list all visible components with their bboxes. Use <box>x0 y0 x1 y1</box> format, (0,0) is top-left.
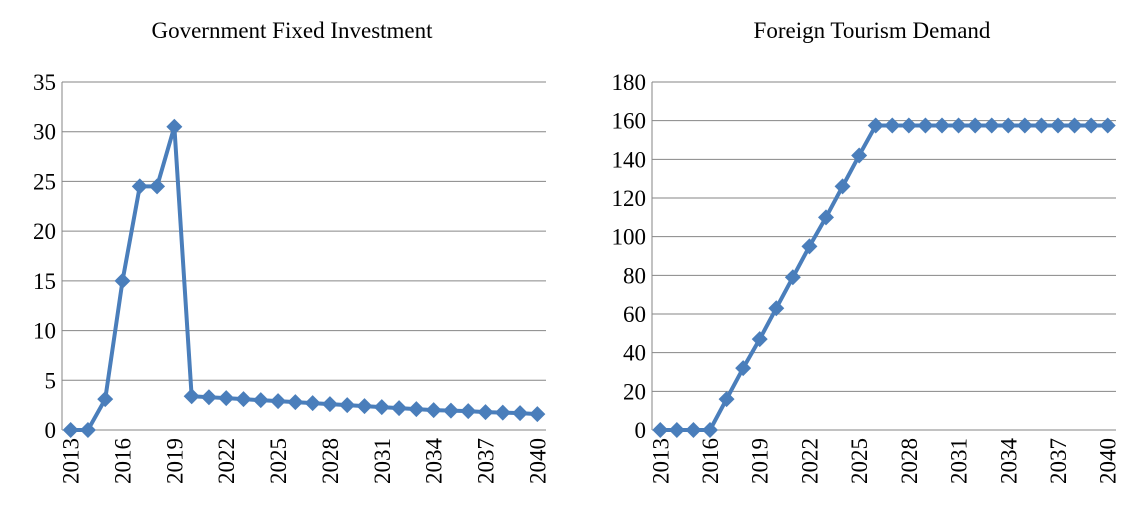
y-tick-label: 15 <box>33 269 56 294</box>
y-tick-label: 25 <box>33 169 56 194</box>
y-tick-label: 10 <box>33 319 56 344</box>
data-point <box>425 402 442 419</box>
data-point <box>79 422 96 438</box>
data-point <box>983 117 1000 134</box>
data-point <box>1083 117 1100 134</box>
data-point <box>751 331 768 348</box>
y-tick-label: 40 <box>623 341 646 366</box>
x-tick-label: 2019 <box>748 438 773 484</box>
y-tick-label: 0 <box>45 418 57 443</box>
data-point <box>768 300 785 317</box>
data-point <box>373 399 390 416</box>
data-point <box>967 117 984 134</box>
data-point <box>652 422 669 438</box>
data-point <box>718 391 735 408</box>
data-point <box>668 422 685 438</box>
data-point <box>735 360 752 377</box>
x-tick-label: 2034 <box>422 438 447 485</box>
x-tick-label: 2022 <box>214 438 239 484</box>
x-tick-label: 2034 <box>996 437 1021 484</box>
x-tick-label: 2013 <box>59 438 84 484</box>
data-point <box>235 391 252 408</box>
data-point <box>166 118 183 135</box>
data-point <box>1033 117 1050 134</box>
data-point <box>917 117 934 134</box>
data-point <box>460 403 477 420</box>
data-point <box>62 422 79 438</box>
data-point <box>270 393 287 410</box>
data-point <box>702 422 718 438</box>
x-tick-label: 2040 <box>1096 438 1121 484</box>
data-point <box>442 402 459 419</box>
x-tick-label: 2016 <box>111 438 136 484</box>
data-point <box>356 398 373 415</box>
data-point <box>97 391 114 408</box>
data-point <box>685 422 702 438</box>
y-tick-label: 0 <box>635 418 647 443</box>
y-tick-label: 120 <box>612 186 647 211</box>
data-point <box>408 401 425 418</box>
data-point <box>200 389 217 406</box>
data-point <box>784 269 801 286</box>
data-point <box>1050 117 1066 134</box>
x-tick-label: 2025 <box>266 438 291 484</box>
data-point <box>950 117 967 134</box>
y-tick-label: 160 <box>612 109 647 134</box>
data-point <box>512 405 529 422</box>
y-tick-label: 20 <box>33 219 56 244</box>
data-point <box>1016 117 1033 134</box>
data-point <box>851 147 868 164</box>
data-point <box>1099 117 1116 134</box>
x-tick-label: 2037 <box>1046 438 1071 484</box>
data-point <box>287 394 304 411</box>
data-point <box>218 390 235 407</box>
x-tick-label: 2028 <box>318 438 343 484</box>
y-tick-label: 20 <box>623 379 646 404</box>
x-tick-label: 2013 <box>648 438 673 484</box>
x-tick-label: 2022 <box>797 438 822 484</box>
data-point <box>477 404 494 421</box>
chart-title: Government Fixed Investment <box>151 18 433 43</box>
y-tick-label: 30 <box>33 120 56 145</box>
data-line <box>70 124 538 432</box>
x-tick-label: 2040 <box>525 438 550 484</box>
y-tick-label: 100 <box>612 225 647 250</box>
data-point <box>818 209 834 226</box>
y-tick-label: 140 <box>612 147 647 172</box>
y-tick-label: 80 <box>623 263 646 288</box>
data-point <box>834 178 851 195</box>
chart-title: Foreign Tourism Demand <box>754 18 991 43</box>
data-point <box>339 397 356 414</box>
x-tick-label: 2025 <box>847 438 872 484</box>
data-point <box>884 117 901 134</box>
data-point <box>494 404 511 421</box>
data-point <box>131 178 148 195</box>
data-point <box>529 406 546 423</box>
data-point <box>149 178 166 195</box>
data-point <box>114 272 131 289</box>
x-tick-label: 2019 <box>162 438 187 484</box>
data-point <box>321 396 338 413</box>
y-tick-label: 5 <box>45 368 57 393</box>
data-point <box>304 395 321 412</box>
x-tick-label: 2016 <box>698 438 723 484</box>
data-point <box>391 400 408 417</box>
data-point <box>1000 117 1017 134</box>
data-point <box>252 392 269 409</box>
x-tick-label: 2028 <box>897 438 922 484</box>
x-tick-label: 2037 <box>474 438 499 484</box>
y-tick-label: 180 <box>612 70 647 95</box>
data-point <box>934 117 950 134</box>
x-tick-label: 2031 <box>370 438 395 484</box>
y-tick-label: 60 <box>623 302 646 327</box>
data-point <box>867 117 884 134</box>
y-tick-label: 35 <box>33 70 56 95</box>
data-line <box>660 123 1108 432</box>
data-point <box>900 117 917 134</box>
data-point <box>801 238 818 255</box>
data-point <box>1066 117 1083 134</box>
data-point <box>183 388 200 405</box>
x-tick-label: 2031 <box>947 438 972 484</box>
